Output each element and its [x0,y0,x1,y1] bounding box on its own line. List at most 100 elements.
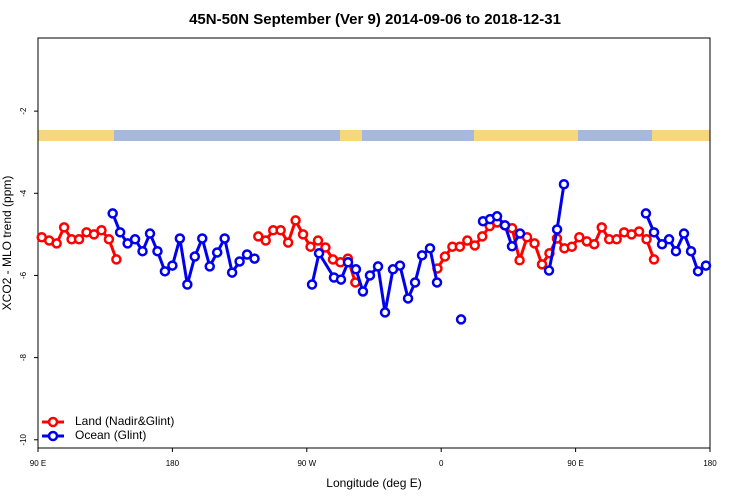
y-axis-label: XCO2 - MLO trend (ppm) [0,176,14,311]
data-point [260,235,271,246]
data-point [275,225,286,236]
data-point [402,293,414,304]
y-tick-label: -10 [19,433,28,445]
data-point [558,179,570,190]
data-point [409,277,421,288]
chart-title: 45N-50N September (Ver 9) 2014-09-06 to … [189,11,561,28]
data-point [114,227,126,238]
data-point [234,256,245,267]
data-point [342,257,354,268]
data-point [416,250,428,261]
legend-label: Land (Nadir&Glint) [75,414,174,428]
data-point [290,215,301,226]
data-point [529,238,540,249]
data-point [469,240,481,251]
data-point [167,260,178,271]
data-point [103,234,115,245]
data-point [431,277,443,288]
x-axis-label: Longitude (deg E) [326,476,421,490]
plot-frame [37,37,711,449]
data-point [306,279,318,290]
data-point [357,286,369,297]
data-point [491,211,503,222]
data-point [454,241,466,252]
data-point [144,228,156,239]
data-point [455,314,467,325]
data-point [543,265,555,276]
data-point [335,274,347,285]
data-point [633,226,645,237]
data-point [640,208,652,219]
data-point [58,222,70,233]
data-point [88,229,100,240]
data-point [96,225,107,236]
data-point [648,227,660,238]
data-point [129,234,141,245]
data-point [514,228,526,239]
data-point [312,235,324,246]
x-tick-label: 180 [166,459,180,468]
data-point [648,254,660,265]
legend-marker [47,416,59,428]
data-point [297,229,309,240]
data-point [379,307,391,318]
legend-label: Ocean (Glint) [75,428,146,442]
data-point [107,208,118,219]
data-point [611,234,622,245]
data-point [219,233,230,244]
data-point [514,255,525,266]
data-point [305,241,316,252]
data-point [566,241,578,252]
x-tick-label: 90 W [297,459,316,468]
data-point [182,279,193,290]
data-point [574,231,585,243]
y-tick-label: -6 [19,271,28,279]
data-point [372,261,384,272]
data-point [692,266,704,277]
data-point [670,245,682,257]
data-point [253,231,264,242]
map-strip [38,130,710,141]
data-point [282,237,294,248]
data-point [313,248,325,259]
data-point [159,266,171,277]
data-point [394,260,406,271]
ocean-strip [578,130,652,141]
data-point [551,224,563,235]
data-point [122,238,133,249]
ocean-strip [114,130,340,141]
ocean-strip [362,130,474,141]
data-point [249,253,260,264]
legend: Land (Nadir&Glint)Ocean (Glint) [42,414,174,442]
data-point [197,233,208,244]
data-point [439,251,451,262]
data-point [685,245,697,257]
data-point [111,254,122,265]
data-point [204,261,215,272]
data-point [477,231,488,242]
x-tick-label: 90 E [30,459,46,468]
data-point [462,235,473,246]
data-point [364,270,376,281]
data-point [641,234,652,245]
data-point [678,228,690,239]
x-tick-label: 0 [439,459,444,468]
data-point [424,243,436,254]
data-point [499,220,511,231]
y-tick-label: -8 [19,354,28,362]
data-point [211,247,223,258]
y-tick-label: -2 [19,107,28,115]
data-point [589,238,600,250]
data-point [700,260,712,271]
data-point [536,259,548,270]
data-point [226,267,238,278]
data-point [174,233,186,244]
data-point [137,245,148,257]
data-point [152,245,163,257]
data-point [656,238,668,250]
legend-marker [47,430,59,442]
data-point [506,241,518,252]
data-point [596,222,607,233]
data-point [189,251,201,262]
